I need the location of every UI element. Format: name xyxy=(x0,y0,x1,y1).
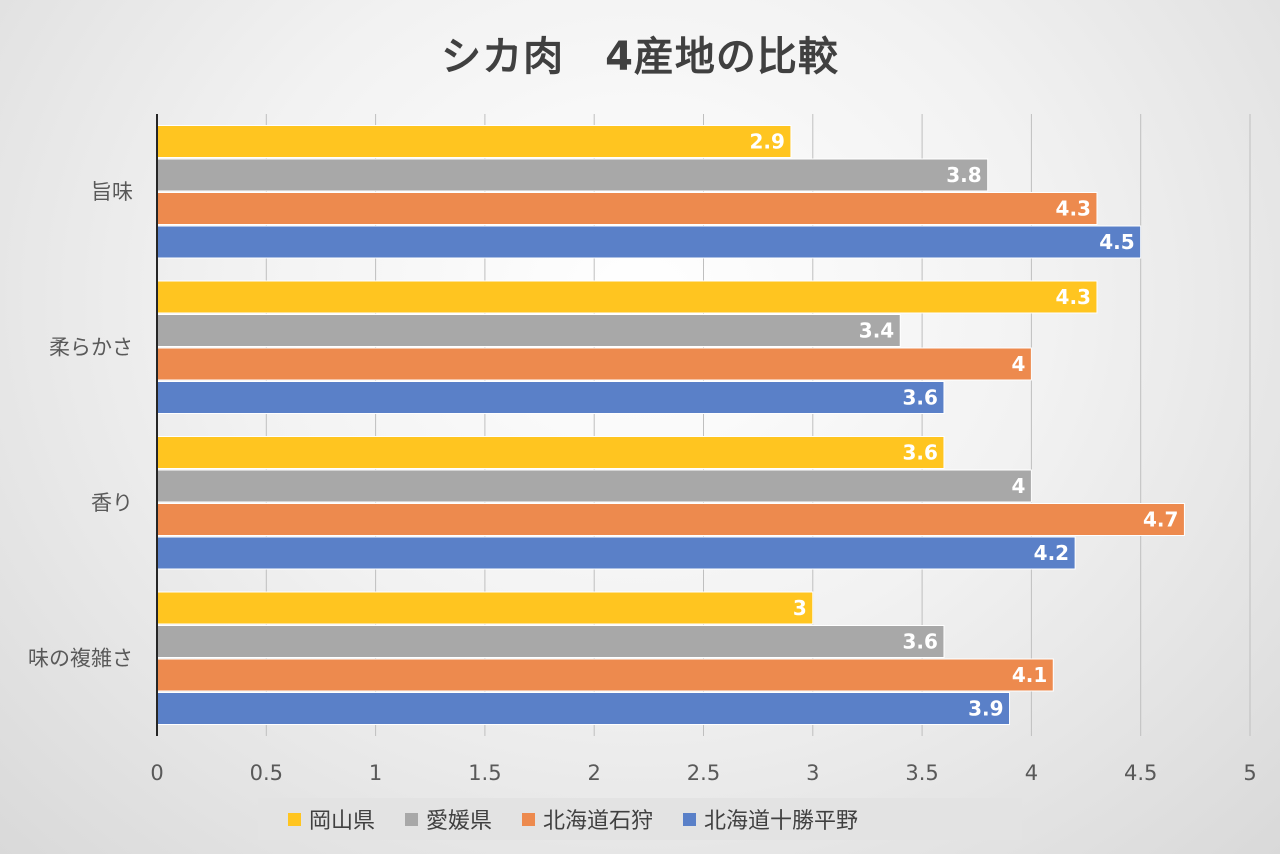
x-tick-label: 4 xyxy=(1025,761,1038,785)
x-tick-label: 2.5 xyxy=(687,761,720,785)
x-tick-label: 3.5 xyxy=(905,761,938,785)
data-label: 4.7 xyxy=(1143,508,1178,532)
bar xyxy=(156,625,945,658)
bar xyxy=(156,436,945,469)
data-label: 4 xyxy=(1011,474,1025,498)
data-label: 4.3 xyxy=(1056,197,1091,221)
bar xyxy=(156,503,1185,536)
legend-item: 岡山県 xyxy=(258,803,375,835)
bar xyxy=(156,280,1098,314)
x-tick-label: 4.5 xyxy=(1124,761,1157,785)
data-label: 3.4 xyxy=(859,319,894,343)
data-label: 3.8 xyxy=(946,163,981,187)
data-label: 3.6 xyxy=(903,441,938,465)
legend-swatch xyxy=(405,812,419,826)
legend-swatch xyxy=(683,812,697,826)
bar xyxy=(156,591,814,625)
x-tick-label: 2 xyxy=(588,761,601,785)
x-tick-label: 0.5 xyxy=(250,761,283,785)
data-label: 4.3 xyxy=(1056,285,1091,309)
legend: 岡山県 愛媛県 北海道石狩 北海道十勝平野 xyxy=(258,798,1022,840)
x-tick-label: 5 xyxy=(1243,761,1256,785)
x-tick-label: 1 xyxy=(369,761,382,785)
x-tick-label: 0 xyxy=(150,761,163,785)
bar xyxy=(156,658,1054,692)
category-label: 味の複雑さ xyxy=(28,646,133,670)
legend-label: 愛媛県 xyxy=(426,809,493,834)
legend-label: 北海道石狩 xyxy=(543,809,654,834)
data-label: 4.2 xyxy=(1034,541,1069,565)
data-label: 3.6 xyxy=(903,386,938,410)
bar xyxy=(156,536,1076,570)
category-label: 柔らかさ xyxy=(49,335,133,359)
bar xyxy=(156,125,792,158)
data-label: 3.6 xyxy=(903,630,938,654)
legend-label: 岡山県 xyxy=(309,809,376,834)
legend-item: 北海道十勝平野 xyxy=(653,803,858,835)
category-label: 旨味 xyxy=(91,180,133,204)
legend-item: 愛媛県 xyxy=(375,803,492,835)
data-label: 4 xyxy=(1011,352,1025,376)
bar xyxy=(156,192,1098,225)
bar xyxy=(156,314,901,347)
x-tick-label: 3 xyxy=(806,761,819,785)
x-tick-label: 1.5 xyxy=(468,761,501,785)
data-label: 4.1 xyxy=(1012,663,1047,687)
data-label: 3 xyxy=(793,596,807,620)
bar xyxy=(156,381,945,414)
bar xyxy=(156,158,989,192)
chart-title: シカ肉 4産地の比較 xyxy=(441,34,839,80)
bar xyxy=(156,469,1032,503)
category-label: 香り xyxy=(91,491,133,515)
legend-item: 北海道石狩 xyxy=(492,803,653,835)
data-label: 4.5 xyxy=(1099,230,1134,254)
legend-swatch xyxy=(522,812,536,826)
data-label: 3.9 xyxy=(968,697,1003,721)
data-label: 2.9 xyxy=(750,130,785,154)
bar xyxy=(156,225,1142,259)
bar xyxy=(156,692,1011,725)
legend-label: 北海道十勝平野 xyxy=(704,809,859,834)
legend-swatch xyxy=(288,812,301,826)
bar xyxy=(156,347,1032,381)
